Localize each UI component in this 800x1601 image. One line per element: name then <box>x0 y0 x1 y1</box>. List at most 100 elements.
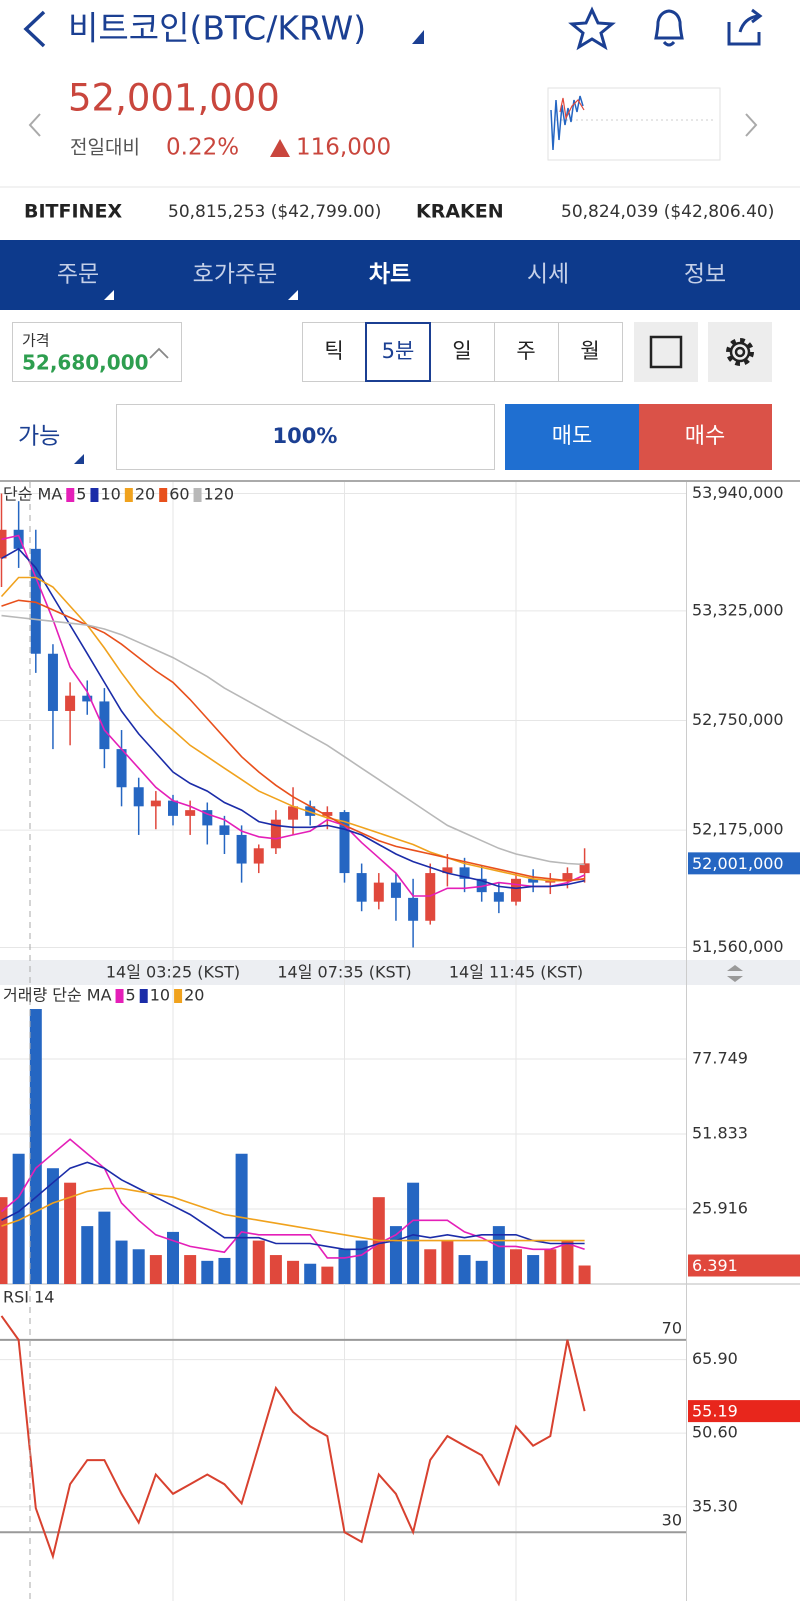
sell-button[interactable] <box>505 404 639 470</box>
gear-icon <box>729 341 751 363</box>
legend-label: 60 <box>169 485 189 504</box>
volume-bar <box>132 1249 145 1284</box>
alarm-icon[interactable] <box>654 9 684 47</box>
buy-label[interactable]: 매수 <box>685 424 725 449</box>
buy-button[interactable] <box>639 404 772 470</box>
volume-bar <box>441 1240 454 1284</box>
resize-handle[interactable] <box>727 965 743 982</box>
candle-body <box>356 873 367 902</box>
tab-selected[interactable]: 차트 <box>369 262 411 288</box>
volume-bar <box>235 1153 248 1284</box>
volume-bar <box>269 1255 282 1284</box>
sell-label[interactable]: 매도 <box>552 424 592 449</box>
legend-label: 10 <box>100 485 120 504</box>
candle-body <box>459 867 470 879</box>
candle-body <box>339 812 350 874</box>
candle-body <box>168 800 178 816</box>
tab-menu-icon <box>288 290 298 300</box>
ma-line <box>1 1161 585 1251</box>
up-triangle <box>270 139 290 157</box>
candle-body <box>185 810 196 816</box>
current-price: 52,001,000 <box>68 77 280 120</box>
volume-bar <box>338 1249 351 1284</box>
tab[interactable]: 주문 <box>57 262 99 288</box>
volume-bar <box>64 1182 77 1284</box>
candle-body <box>0 529 7 559</box>
candle-body <box>373 882 384 902</box>
current-value-box <box>688 1400 800 1423</box>
ratio-box[interactable] <box>116 404 495 470</box>
legend-label: 5 <box>76 485 86 504</box>
interval-button-selected[interactable]: 5분 <box>382 339 415 363</box>
legend-title: 단순 MA <box>3 485 62 504</box>
prev-arrow[interactable] <box>28 113 41 137</box>
chart-overlay: 14일 03:25 (KST) 14일 07:35 (KST) 14일 11:45 … <box>3 483 800 1530</box>
interval-button[interactable]: 일 <box>452 339 471 363</box>
price-box-value: 52,680,000 <box>22 351 149 375</box>
ratio-value: 100% <box>273 424 338 448</box>
back-button[interactable] <box>23 10 46 48</box>
ma-line <box>1 1187 585 1242</box>
change-label: 전일대비 <box>70 137 140 159</box>
change-rate: 0.22% <box>166 135 239 161</box>
x-tick-label: 14일 11:45 (KST) <box>449 963 583 982</box>
tab[interactable]: 정보 <box>684 262 726 288</box>
gear-teeth <box>726 338 754 366</box>
price-box[interactable] <box>12 322 182 382</box>
candle-body <box>236 834 247 864</box>
tab-bar <box>0 240 800 310</box>
candle-body <box>305 806 316 816</box>
volume-bar <box>578 1265 591 1284</box>
candle-body <box>442 867 453 874</box>
y-tick-label: 65.90 <box>692 1349 738 1368</box>
volume-bar <box>407 1182 420 1284</box>
interval-button[interactable]: 월 <box>580 339 599 363</box>
candle-body <box>322 812 333 816</box>
exchange-price: 50,815,253 ($42,799.00) <box>168 202 381 222</box>
share-icon[interactable] <box>727 8 763 46</box>
volume-bar <box>98 1211 111 1284</box>
level-label: 30 <box>662 1511 682 1530</box>
current-value-label: 52,001,000 <box>692 854 784 873</box>
legend-title: 거래량 단순 MA <box>3 986 112 1005</box>
volume-bar <box>0 1197 8 1284</box>
ma-line <box>1 534 585 897</box>
current-value-label: 55.19 <box>692 1402 738 1421</box>
layout-button[interactable] <box>634 322 698 382</box>
available-label[interactable]: 가능 <box>18 424 60 450</box>
y-tick-label: 50.60 <box>692 1423 738 1442</box>
x-tick-label: 14일 07:35 (KST) <box>277 963 411 982</box>
legend-swatch <box>159 488 168 502</box>
next-arrow[interactable] <box>745 113 758 137</box>
tab[interactable]: 호가주문 <box>193 262 278 288</box>
y-tick-label: 77.749 <box>692 1048 748 1067</box>
x-axis-strip <box>0 960 800 985</box>
legend-swatch <box>115 989 124 1003</box>
favorite-icon[interactable] <box>568 6 616 51</box>
interval-selected-frame <box>365 322 431 382</box>
volume-bar <box>46 1168 59 1284</box>
legend-swatch <box>139 989 148 1003</box>
coin-title[interactable]: 비트코인(BTC/KRW) <box>68 9 366 48</box>
interval-button[interactable]: 틱 <box>324 339 343 363</box>
volume-bar <box>424 1249 437 1284</box>
coin-dropdown-icon[interactable] <box>412 30 424 44</box>
candle-body <box>82 695 93 702</box>
candle-body <box>270 819 281 849</box>
candle-body <box>116 749 127 788</box>
volume-bar <box>167 1231 179 1284</box>
volume-bar <box>218 1257 231 1284</box>
candle-body <box>202 810 213 826</box>
candle-body <box>219 825 230 835</box>
tab[interactable]: 시세 <box>527 262 569 288</box>
candle-body <box>528 878 539 883</box>
interval-button[interactable]: 주 <box>516 339 535 363</box>
ma-line <box>0 576 585 882</box>
y-tick-label: 52,750,000 <box>692 710 784 729</box>
y-tick-label: 53,325,000 <box>692 600 784 619</box>
volume-bar <box>544 1249 557 1284</box>
candle-body <box>545 880 556 883</box>
current-value-box <box>688 1254 800 1277</box>
